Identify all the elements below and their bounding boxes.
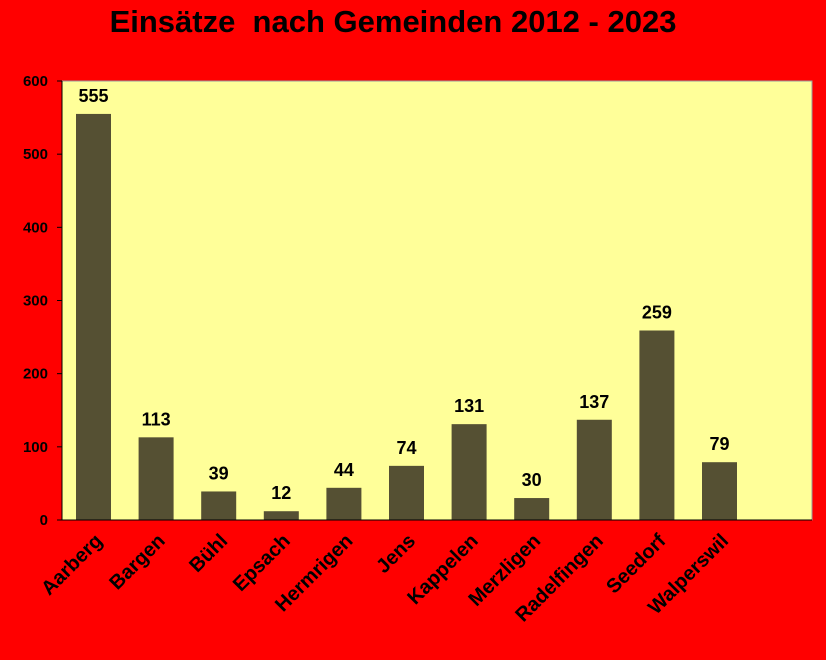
- bar: [639, 330, 675, 520]
- data-label: 555: [78, 86, 108, 106]
- data-label: 74: [396, 438, 416, 458]
- bar: [138, 437, 174, 520]
- data-label: 12: [271, 483, 291, 503]
- category-label: Aarberg: [37, 530, 107, 600]
- bar: [451, 424, 487, 520]
- y-tick-label: 300: [23, 293, 48, 310]
- y-tick-label: 400: [23, 219, 48, 236]
- data-label: 39: [209, 463, 229, 483]
- data-label: 30: [522, 470, 542, 490]
- data-label: 44: [334, 460, 354, 480]
- bar: [76, 113, 111, 521]
- bar: [702, 462, 737, 520]
- bar: [389, 465, 424, 520]
- y-tick-label: 600: [23, 73, 48, 90]
- data-label: 131: [454, 396, 484, 416]
- y-tick-label: 500: [23, 146, 48, 163]
- category-label: Bargen: [105, 530, 169, 594]
- y-tick-label: 0: [40, 512, 48, 529]
- chart-title: Einsätze nach Gemeinden 2012 - 2023: [109, 4, 677, 39]
- category-label: Jens: [372, 530, 420, 578]
- bars: [62, 113, 812, 521]
- data-label: 137: [579, 392, 609, 412]
- plot-area: [61, 80, 813, 521]
- data-label: 113: [142, 409, 171, 429]
- y-tick-label: 200: [23, 366, 48, 383]
- bar: [514, 498, 550, 520]
- bar: [326, 487, 362, 520]
- y-tick-label: 100: [23, 439, 48, 456]
- data-label: 79: [709, 434, 729, 454]
- bar: [263, 511, 299, 520]
- bar: [201, 491, 237, 520]
- data-label: 259: [642, 302, 672, 322]
- value-labels: 555 113 39 12 44 74 131 30 137 259 79: [78, 86, 729, 503]
- bar: [576, 419, 612, 520]
- y-axis: 0 100 200 300 400 500 600: [23, 73, 63, 529]
- category-label: Bühl: [185, 530, 232, 577]
